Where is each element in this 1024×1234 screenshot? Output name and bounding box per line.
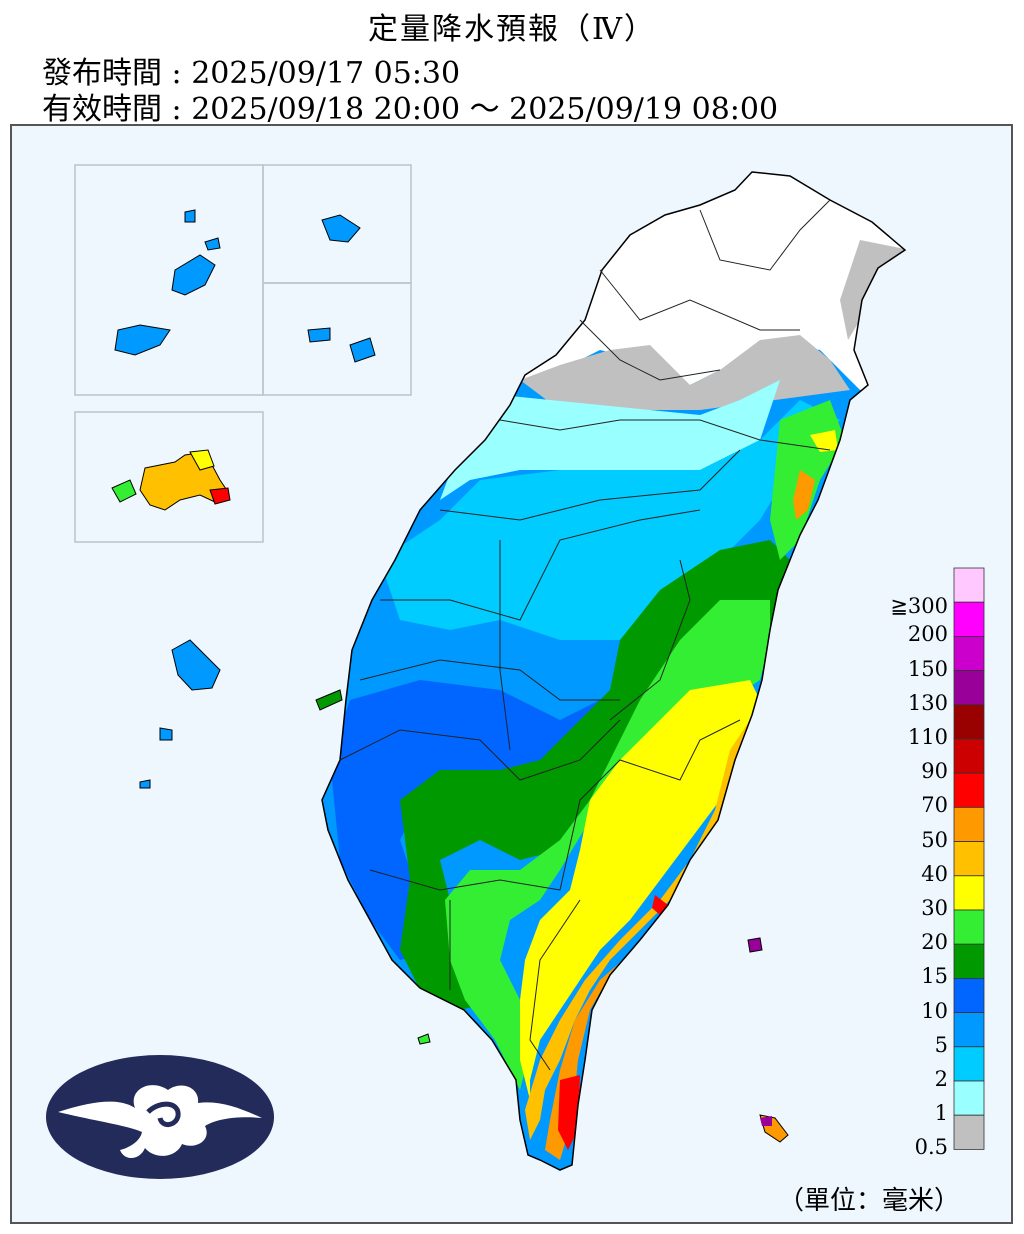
- penghu-islands: [139, 639, 221, 789]
- legend-label-1: 200: [907, 622, 948, 647]
- legend-box-13: [953, 1012, 985, 1048]
- rain-30mm-fill: [520, 680, 760, 1100]
- legend-box-3: [953, 670, 985, 706]
- green-island: [747, 937, 763, 953]
- legend-label-5: 90: [921, 759, 948, 784]
- legend-box-4: [953, 704, 985, 740]
- legend-label-4: 110: [907, 725, 948, 749]
- legend-label-7: 50: [921, 827, 948, 852]
- legend-unit: （單位：毫米）: [778, 1186, 961, 1216]
- rain-30mm-east-fill: [810, 430, 838, 452]
- legend-label-12: 10: [921, 998, 948, 1023]
- matsu-islands: [114, 209, 376, 363]
- legend-box-1: [953, 601, 985, 637]
- west-coast-islet: [315, 689, 343, 711]
- legend-box-0: [953, 567, 985, 603]
- legend-box-15: [953, 1080, 985, 1116]
- taiwan-rainfall-fill: [322, 172, 905, 1170]
- legend-label-3: 130: [907, 690, 948, 715]
- legend-label-13: 5: [934, 1032, 948, 1057]
- legend-box-9: [953, 875, 985, 911]
- legend-box-14: [953, 1046, 985, 1082]
- valid-time-line: 有效時間 : 2025/09/18 20:00 ～ 2025/09/19 08:…: [42, 84, 778, 128]
- kinmen-islands: [111, 449, 231, 511]
- legend-box-6: [953, 772, 985, 808]
- taiwan-coastline: [321, 171, 907, 1171]
- legend-label-9: 30: [921, 896, 948, 920]
- legend-color-bar: [953, 567, 985, 1150]
- rain-2mm-fill: [380, 400, 840, 640]
- rain-70mm-south-fill: [558, 1075, 580, 1150]
- rain-50mm-east-fill: [793, 470, 815, 520]
- matsu-inset-frame: [74, 164, 264, 396]
- inset-frames: [74, 164, 412, 543]
- valid-time: 2025/09/18 20:00 ～ 2025/09/19 08:00: [191, 92, 779, 127]
- legend-label-14: 2: [934, 1067, 948, 1091]
- matsu-south-inset-frame: [262, 282, 412, 396]
- legend-label-2: 150: [907, 656, 948, 681]
- liuqiu-island: [417, 1033, 431, 1045]
- legend-box-12: [953, 978, 985, 1014]
- lanyu-peak: [760, 1116, 772, 1126]
- legend-box-8: [953, 841, 985, 877]
- county-boundaries: [339, 199, 831, 1071]
- rain-20mm-fill: [445, 600, 770, 1090]
- legend-box-7: [953, 807, 985, 843]
- legend-box-2: [953, 636, 985, 672]
- kinmen-inset-frame: [74, 411, 264, 543]
- legend-box-10: [953, 909, 985, 945]
- legend-label-6: 70: [921, 793, 948, 818]
- legend-label-11: 15: [921, 964, 948, 989]
- legend-label-0: ≧300: [890, 594, 948, 619]
- map-title: 定量降水預報（Ⅳ）: [368, 12, 656, 47]
- legend-label-15: 1: [934, 1101, 948, 1126]
- issue-time: 2025/09/17 05:30: [191, 56, 461, 91]
- rain-10mm-fill: [330, 680, 620, 960]
- cwa-cloud-logo: [46, 1055, 274, 1179]
- legend-label-16: 0.5: [914, 1135, 948, 1160]
- legend-box-16: [953, 1114, 985, 1150]
- issue-label: 發布時間 :: [42, 56, 182, 91]
- issue-time-line: 發布時間 : 2025/09/17 05:30: [42, 48, 460, 92]
- legend-box-5: [953, 738, 985, 774]
- legend-label-8: 40: [921, 861, 948, 886]
- legend-box-11: [953, 943, 985, 979]
- valid-label: 有效時間 :: [42, 92, 182, 127]
- legend-label-10: 20: [921, 930, 948, 955]
